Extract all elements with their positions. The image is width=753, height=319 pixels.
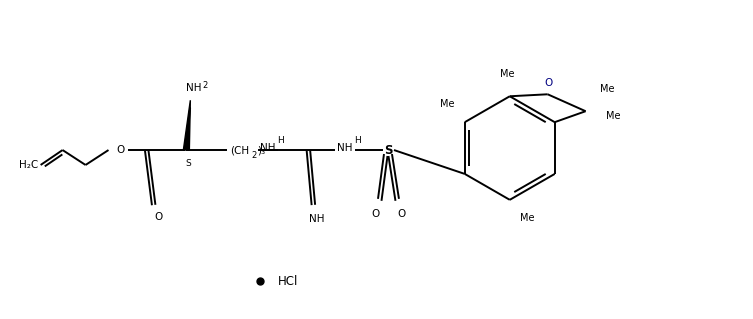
Text: NH: NH [185,83,201,93]
Text: NH: NH [261,143,276,153]
Text: O: O [398,209,406,219]
Text: (CH: (CH [230,145,249,155]
Text: O: O [117,145,124,155]
Text: NH: NH [309,214,325,224]
Text: NH: NH [337,143,353,153]
Text: O: O [544,78,553,88]
Text: Me: Me [499,69,514,79]
Polygon shape [184,100,191,150]
Text: O: O [371,209,379,219]
Text: Me: Me [606,111,620,121]
Text: H: H [354,136,361,145]
Text: S: S [384,144,392,157]
Text: Me: Me [440,99,454,109]
Text: 2: 2 [203,81,208,90]
Text: 2: 2 [252,151,257,160]
Text: S: S [185,160,191,168]
Text: )₃: )₃ [258,145,265,155]
Text: H: H [277,136,284,145]
Text: Me: Me [600,84,614,94]
Text: O: O [154,212,163,222]
Text: H₂C: H₂C [19,160,38,170]
Text: HCl: HCl [278,275,298,288]
Text: Me: Me [520,213,535,223]
